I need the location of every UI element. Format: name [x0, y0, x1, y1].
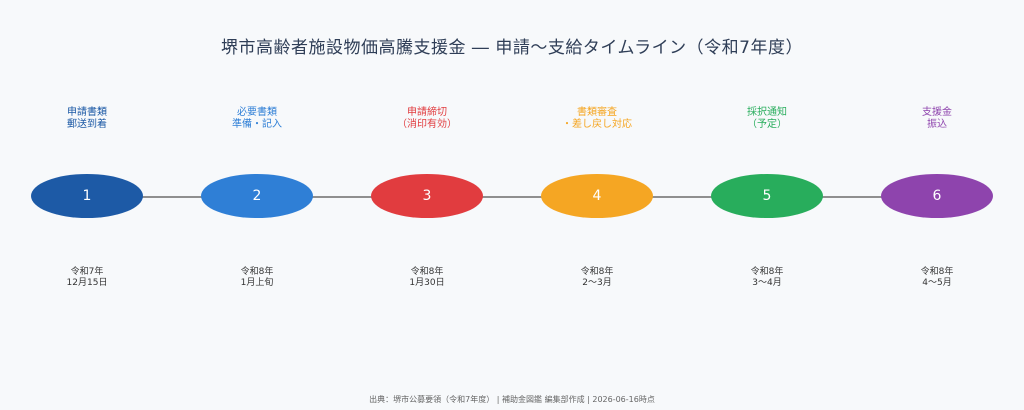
step-date: 令和8年 4〜5月: [920, 267, 954, 288]
step-number: 4: [592, 188, 602, 204]
step-date: 令和8年 1月30日: [409, 267, 445, 288]
step-label: 申請締切 （消印有効）: [397, 107, 457, 130]
step-number-badge: 6: [881, 174, 993, 218]
step-number-badge: 2: [201, 174, 313, 218]
step-number-badge: 1: [31, 174, 143, 218]
step-date: 令和8年 1月上旬: [240, 267, 274, 288]
step-number-badge: 3: [371, 174, 483, 218]
step-number-badge: 4: [541, 174, 653, 218]
step-label: 申請書類 郵送到着: [67, 107, 107, 130]
timeline-step-6: 支援金 振込 6 令和8年 4〜5月: [852, 0, 1022, 410]
page-title: 堺市高齢者施設物価高騰支援金 ― 申請〜支給タイムライン（令和7年度）: [221, 38, 803, 58]
step-number: 1: [82, 188, 92, 204]
timeline-step-3: 申請締切 （消印有効） 3 令和8年 1月30日: [342, 0, 512, 410]
timeline-step-2: 必要書類 準備・記入 2 令和8年 1月上旬: [172, 0, 342, 410]
timeline-step-5: 採択通知 （予定） 5 令和8年 3〜4月: [682, 0, 852, 410]
timeline-step-4: 書類審査 ・差し戻し対応 4 令和8年 2〜3月: [512, 0, 682, 410]
step-number-badge: 5: [711, 174, 823, 218]
step-label: 書類審査 ・差し戻し対応: [562, 107, 632, 130]
step-number: 3: [422, 188, 432, 204]
step-label: 必要書類 準備・記入: [232, 107, 282, 130]
step-date: 令和8年 3〜4月: [750, 267, 784, 288]
step-number: 6: [932, 188, 942, 204]
timeline-track: [87, 196, 937, 198]
step-label: 支援金 振込: [922, 107, 952, 130]
step-date: 令和7年 12月15日: [66, 267, 108, 288]
timeline-step-1: 申請書類 郵送到着 1 令和7年 12月15日: [2, 0, 172, 410]
source-footer: 出典：堺市公募要領（令和7年度） | 補助金図鑑 編集部作成 | 2026-06…: [369, 395, 655, 404]
step-label: 採択通知 （予定）: [747, 107, 787, 130]
step-number: 2: [252, 188, 262, 204]
step-number: 5: [762, 188, 772, 204]
step-date: 令和8年 2〜3月: [580, 267, 614, 288]
